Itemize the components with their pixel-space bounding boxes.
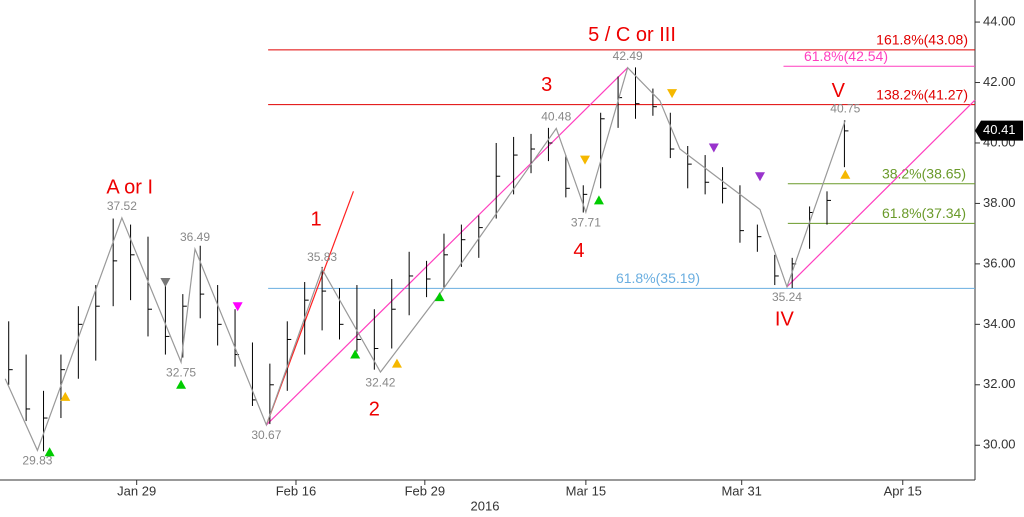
x-tick-label: Feb 29 (405, 483, 445, 498)
x-tick-label: Mar 15 (566, 483, 606, 498)
signal-marker (350, 349, 361, 359)
x-tick-label: Mar 31 (721, 483, 761, 498)
signal-marker (580, 155, 590, 165)
pivot-label: 40.48 (541, 110, 571, 124)
signal-marker (754, 172, 765, 182)
y-tick-label: 34.00 (983, 316, 1016, 331)
pivot-label: 37.52 (107, 199, 137, 213)
signal-marker (232, 302, 243, 312)
level-label: 61.8%(37.34) (882, 205, 966, 221)
pivot-label: 30.67 (251, 428, 281, 442)
signal-marker (708, 143, 719, 153)
level-label: 61.8%(42.54) (804, 48, 888, 64)
last-price-label: 40.41 (983, 122, 1016, 137)
pivot-label: 29.83 (22, 454, 52, 468)
wave-label: 3 (541, 74, 552, 96)
wave-label: 2 (369, 398, 380, 420)
signal-marker (44, 447, 55, 457)
pivot-label: 36.49 (180, 230, 210, 244)
y-tick-label: 38.00 (983, 195, 1016, 210)
x-tick-label: Apr 15 (884, 483, 922, 498)
signal-marker (160, 278, 171, 288)
signal-marker (391, 358, 402, 368)
wave-label: 1 (310, 208, 321, 230)
x-tick-label: Feb 16 (276, 483, 316, 498)
last-price-box (975, 120, 1023, 141)
y-tick-label: 32.00 (983, 376, 1016, 391)
wave-label: IV (775, 308, 795, 330)
pivot-label: 32.42 (365, 375, 395, 389)
x-tick-label: Jan 29 (117, 483, 156, 498)
signal-marker (60, 391, 71, 401)
pivot-label: 37.71 (571, 215, 601, 229)
level-label: 138.2%(41.27) (876, 86, 968, 102)
signal-marker (593, 195, 604, 205)
y-tick-label: 36.00 (983, 255, 1016, 270)
trendline (786, 99, 976, 288)
signal-marker (840, 169, 851, 179)
signal-marker (434, 292, 445, 302)
wave-label: V (832, 80, 846, 102)
signal-marker (667, 89, 678, 99)
level-label: 38.2%(38.65) (882, 165, 966, 181)
wave-label: 4 (573, 240, 584, 262)
wave-label: A or I (106, 177, 153, 199)
zigzag-line (4, 66, 846, 452)
x-axis-label: 2016 (471, 498, 500, 513)
y-tick-label: 30.00 (983, 437, 1016, 452)
y-tick-label: 42.00 (983, 74, 1016, 89)
level-label: 61.8%(35.19) (616, 270, 700, 286)
pivot-label: 32.75 (166, 365, 196, 379)
pivot-label: 35.24 (772, 290, 802, 304)
trendline (265, 67, 629, 426)
pivot-label: 42.49 (613, 49, 643, 63)
y-tick-label: 44.00 (983, 14, 1016, 29)
wave-label: 5 / C or III (588, 24, 676, 46)
level-label: 161.8%(43.08) (876, 32, 968, 48)
pivot-label: 40.75 (830, 101, 860, 115)
pivot-label: 35.83 (307, 250, 337, 264)
signal-marker (176, 379, 187, 389)
